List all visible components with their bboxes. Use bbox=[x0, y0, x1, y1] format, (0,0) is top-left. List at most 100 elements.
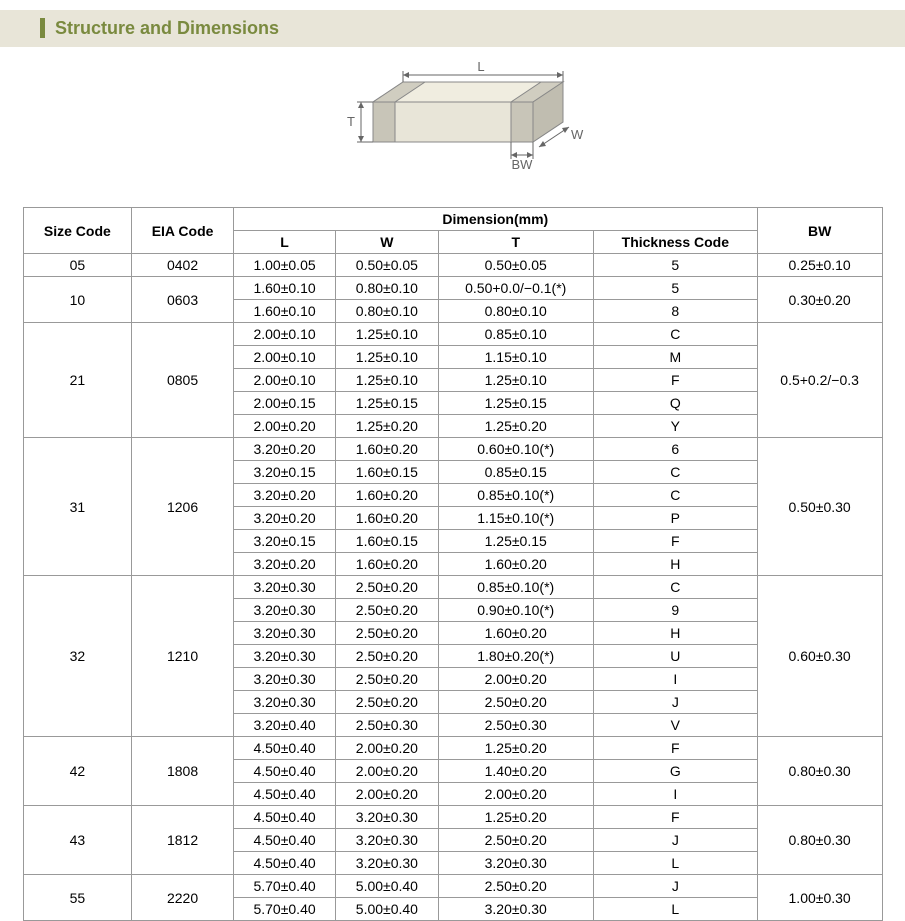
cell-L: 3.20±0.30 bbox=[233, 622, 335, 645]
cell-L: 4.50±0.40 bbox=[233, 829, 335, 852]
chip-diagram-svg: L T W BW bbox=[303, 57, 603, 197]
cell-tc: P bbox=[593, 507, 757, 530]
cell-W: 1.60±0.20 bbox=[336, 507, 438, 530]
cell-L: 3.20±0.20 bbox=[233, 438, 335, 461]
th-thickness-code: Thickness Code bbox=[593, 231, 757, 254]
cell-tc: C bbox=[593, 576, 757, 599]
cell-L: 2.00±0.10 bbox=[233, 346, 335, 369]
cell-T: 1.60±0.20 bbox=[438, 622, 593, 645]
cell-eia-code: 0603 bbox=[132, 277, 234, 323]
cell-T: 0.90±0.10(*) bbox=[438, 599, 593, 622]
cell-W: 2.50±0.20 bbox=[336, 668, 438, 691]
cell-T: 0.50+0.0/−0.1(*) bbox=[438, 277, 593, 300]
cell-W: 1.60±0.20 bbox=[336, 438, 438, 461]
cell-T: 2.50±0.20 bbox=[438, 691, 593, 714]
cell-W: 2.50±0.30 bbox=[336, 714, 438, 737]
cell-L: 3.20±0.15 bbox=[233, 461, 335, 484]
cell-T: 0.80±0.10 bbox=[438, 300, 593, 323]
cell-tc: C bbox=[593, 484, 757, 507]
cell-size-code: 42 bbox=[23, 737, 132, 806]
cell-T: 2.50±0.20 bbox=[438, 829, 593, 852]
cell-L: 4.50±0.40 bbox=[233, 783, 335, 806]
cell-W: 3.20±0.30 bbox=[336, 806, 438, 829]
cell-W: 0.50±0.05 bbox=[336, 254, 438, 277]
cell-W: 3.20±0.30 bbox=[336, 852, 438, 875]
cell-T: 1.80±0.20(*) bbox=[438, 645, 593, 668]
cell-tc: V bbox=[593, 714, 757, 737]
cell-L: 2.00±0.20 bbox=[233, 415, 335, 438]
cell-size-code: 32 bbox=[23, 576, 132, 737]
table-row: 0504021.00±0.050.50±0.050.50±0.0550.25±0… bbox=[23, 254, 882, 277]
cell-W: 1.25±0.10 bbox=[336, 369, 438, 392]
cell-W: 1.60±0.15 bbox=[336, 530, 438, 553]
cell-W: 5.00±0.40 bbox=[336, 898, 438, 921]
cell-T: 2.50±0.30 bbox=[438, 714, 593, 737]
cell-L: 4.50±0.40 bbox=[233, 760, 335, 783]
cell-tc: F bbox=[593, 737, 757, 760]
th-dimension-group: Dimension(mm) bbox=[233, 208, 757, 231]
cell-L: 3.20±0.30 bbox=[233, 691, 335, 714]
cell-T: 1.60±0.20 bbox=[438, 553, 593, 576]
cell-tc: J bbox=[593, 875, 757, 898]
cell-tc: C bbox=[593, 323, 757, 346]
cell-L: 5.70±0.40 bbox=[233, 875, 335, 898]
cell-T: 1.25±0.15 bbox=[438, 392, 593, 415]
cell-W: 2.00±0.20 bbox=[336, 737, 438, 760]
cell-size-code: 10 bbox=[23, 277, 132, 323]
cell-eia-code: 1206 bbox=[132, 438, 234, 576]
cell-bw: 1.00±0.30 bbox=[757, 875, 882, 921]
cell-size-code: 05 bbox=[23, 254, 132, 277]
cell-size-code: 43 bbox=[23, 806, 132, 875]
cell-T: 1.25±0.20 bbox=[438, 806, 593, 829]
table-row: 4318124.50±0.403.20±0.301.25±0.20F0.80±0… bbox=[23, 806, 882, 829]
cell-tc: L bbox=[593, 898, 757, 921]
cell-size-code: 21 bbox=[23, 323, 132, 438]
cell-W: 1.60±0.15 bbox=[336, 461, 438, 484]
cell-L: 4.50±0.40 bbox=[233, 806, 335, 829]
cell-L: 3.20±0.30 bbox=[233, 668, 335, 691]
cell-bw: 0.5+0.2/−0.3 bbox=[757, 323, 882, 438]
th-W: W bbox=[336, 231, 438, 254]
cell-tc: 8 bbox=[593, 300, 757, 323]
cell-L: 3.20±0.30 bbox=[233, 576, 335, 599]
dimensions-table: Size Code EIA Code Dimension(mm) BW L W … bbox=[23, 207, 883, 921]
cell-W: 2.50±0.20 bbox=[336, 691, 438, 714]
cell-W: 5.00±0.40 bbox=[336, 875, 438, 898]
cell-eia-code: 1812 bbox=[132, 806, 234, 875]
cell-size-code: 55 bbox=[23, 875, 132, 921]
cell-T: 1.25±0.20 bbox=[438, 415, 593, 438]
table-row: 3112063.20±0.201.60±0.200.60±0.10(*)60.5… bbox=[23, 438, 882, 461]
table-row: 3212103.20±0.302.50±0.200.85±0.10(*)C0.6… bbox=[23, 576, 882, 599]
cell-eia-code: 0402 bbox=[132, 254, 234, 277]
th-bw: BW bbox=[757, 208, 882, 254]
cell-W: 1.25±0.20 bbox=[336, 415, 438, 438]
cell-tc: Q bbox=[593, 392, 757, 415]
cell-L: 3.20±0.20 bbox=[233, 507, 335, 530]
cell-tc: I bbox=[593, 783, 757, 806]
cell-bw: 0.30±0.20 bbox=[757, 277, 882, 323]
cell-tc: J bbox=[593, 691, 757, 714]
cell-W: 2.00±0.20 bbox=[336, 760, 438, 783]
cell-L: 3.20±0.20 bbox=[233, 484, 335, 507]
cell-W: 0.80±0.10 bbox=[336, 277, 438, 300]
section-title: Structure and Dimensions bbox=[40, 18, 279, 38]
cell-L: 3.20±0.40 bbox=[233, 714, 335, 737]
cell-T: 2.50±0.20 bbox=[438, 875, 593, 898]
cell-tc: F bbox=[593, 806, 757, 829]
cell-tc: 5 bbox=[593, 254, 757, 277]
cell-tc: M bbox=[593, 346, 757, 369]
cell-L: 3.20±0.30 bbox=[233, 645, 335, 668]
diagram-label-BW: BW bbox=[511, 157, 533, 172]
cell-T: 0.50±0.05 bbox=[438, 254, 593, 277]
cell-tc: C bbox=[593, 461, 757, 484]
cell-T: 1.40±0.20 bbox=[438, 760, 593, 783]
cell-L: 2.00±0.10 bbox=[233, 323, 335, 346]
cell-W: 1.25±0.10 bbox=[336, 346, 438, 369]
cell-T: 0.85±0.10(*) bbox=[438, 484, 593, 507]
cell-eia-code: 2220 bbox=[132, 875, 234, 921]
cell-tc: F bbox=[593, 369, 757, 392]
cell-W: 1.60±0.20 bbox=[336, 484, 438, 507]
cell-L: 3.20±0.20 bbox=[233, 553, 335, 576]
cell-bw: 0.50±0.30 bbox=[757, 438, 882, 576]
cell-L: 4.50±0.40 bbox=[233, 852, 335, 875]
